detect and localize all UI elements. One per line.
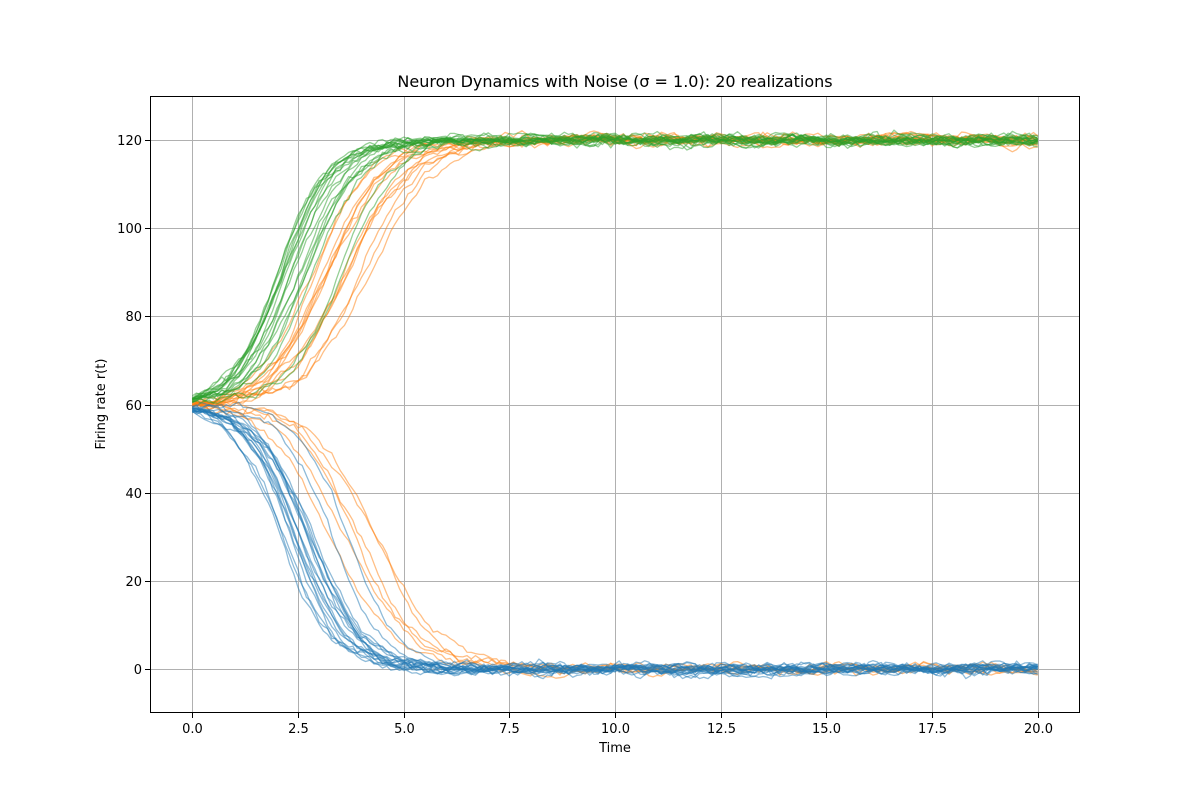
x-tick-label: 0.0 xyxy=(182,722,203,737)
x-tick-label: 5.0 xyxy=(394,722,415,737)
realization-line xyxy=(192,132,1039,403)
x-tick-label: 17.5 xyxy=(918,722,947,737)
x-tick-label: 20.0 xyxy=(1024,722,1053,737)
traces xyxy=(191,129,1039,680)
realization-line xyxy=(191,133,1039,402)
realization-line xyxy=(191,132,1038,404)
y-tick-label: 60 xyxy=(125,399,142,414)
realization-line xyxy=(191,408,1038,680)
x-tick-label: 2.5 xyxy=(288,722,309,737)
y-tick-label: 100 xyxy=(117,222,142,237)
y-tick-labels: 0 20 40 60 80 100 120 xyxy=(117,134,142,678)
y-tick-label: 40 xyxy=(125,487,142,502)
grid-lines xyxy=(150,96,1080,713)
plot-frame xyxy=(150,96,1080,713)
chart-title: Neuron Dynamics with Noise (σ = 1.0): 20… xyxy=(397,72,832,91)
y-tick-label: 120 xyxy=(117,134,142,149)
realization-line xyxy=(191,134,1038,404)
y-tick-label: 80 xyxy=(125,310,142,325)
y-tick-label: 0 xyxy=(134,663,142,678)
x-tick-labels: 0.0 2.5 5.0 7.5 10.0 12.5 15.0 17.5 20.0 xyxy=(182,722,1053,737)
y-tick-label: 20 xyxy=(125,575,142,590)
x-axis-label: Time xyxy=(598,741,631,756)
realization-line xyxy=(192,403,1039,675)
x-tick-label: 7.5 xyxy=(499,722,520,737)
realization-line xyxy=(191,410,1038,677)
x-tick-label: 10.0 xyxy=(601,722,630,737)
realization-line xyxy=(191,132,1039,401)
realization-line xyxy=(192,401,1038,675)
y-axis-label: Firing rate r(t) xyxy=(94,359,109,450)
x-tick-label: 12.5 xyxy=(707,722,736,737)
tick-marks xyxy=(145,140,1039,718)
x-tick-label: 15.0 xyxy=(812,722,841,737)
